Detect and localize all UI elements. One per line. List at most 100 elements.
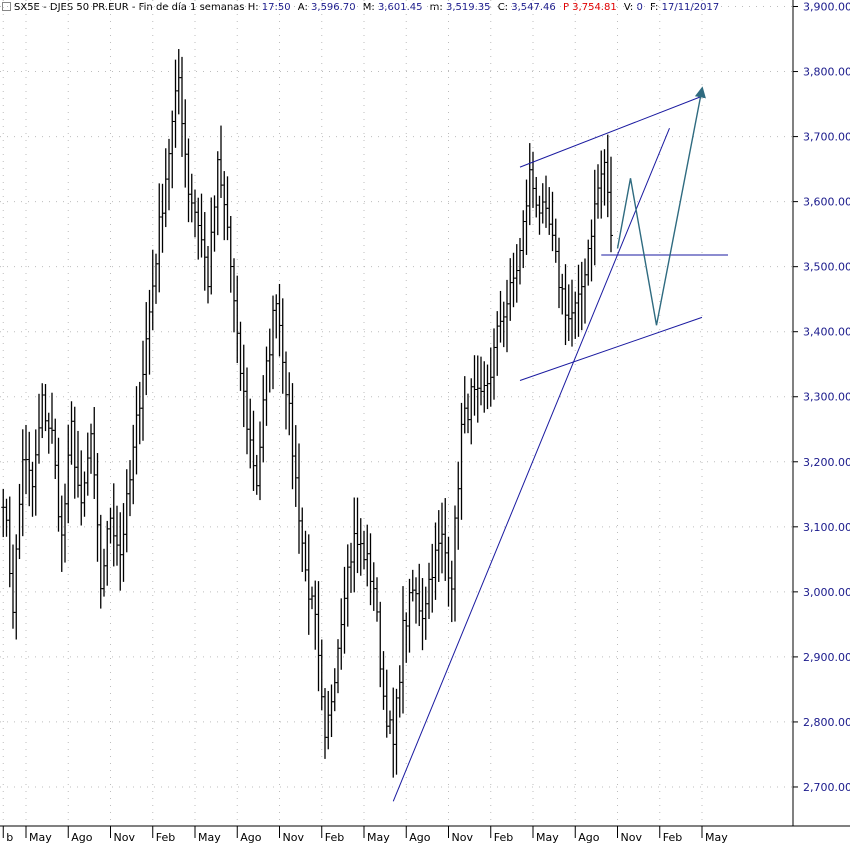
ohlc-bar [329,684,334,738]
ohlc-bar [209,197,214,295]
p-value: 3,754.81 [572,2,617,13]
ohlc-bar [443,498,448,581]
ohlc-bar [258,421,262,501]
ohlc-bar [544,175,548,228]
y-tick-label: 3,400.00 [803,326,850,339]
ohlc-bar [492,328,496,400]
ohlc-bar [222,171,227,241]
y-tick-label: 3,200.00 [803,456,850,469]
ohlc-bar [228,215,233,293]
ohlc-bar [189,173,194,223]
ohlc-bar [375,577,379,622]
ohlc-bar [300,507,305,572]
ohlc-bar [563,264,568,346]
ohlc-bar [37,393,41,464]
ohlc-bar [430,543,435,613]
ohlc-bar [505,279,509,353]
ohlc-bar [586,239,591,286]
ohlc-bar [176,49,181,115]
x-tick-label: Nov [452,831,474,844]
ohlc-bar [550,191,555,252]
ohlc-bar [349,542,353,593]
ohlc-bar [384,669,389,738]
ohlc-bar [323,688,327,759]
y-tick-label: 3,500.00 [803,261,850,274]
ohlc-bar [534,176,539,218]
ohlc-bar [469,378,474,445]
period: Fin de día 1 semanas [138,2,245,13]
ohlc-bar [241,344,246,428]
ohlc-bar [238,321,243,391]
ohlc-bar [76,430,80,498]
x-tick-label: May [367,831,390,844]
x-tick-label: Feb [156,831,175,844]
ohlc-bar [297,443,301,554]
ohlc-bar [173,59,178,148]
ohlc-bar [345,544,350,627]
ohlc-bar [456,461,461,550]
ohlc-bar [196,197,201,260]
h-label: H: [247,2,259,13]
ohlc-bar [147,289,152,375]
ohlc-bar [417,563,422,627]
ohlc-bar [89,423,93,474]
ohlc-bar [154,253,158,304]
f-value: 17/11/2017 [661,2,720,13]
f-label: F: [650,2,659,13]
ohlc-bar [212,195,217,252]
ohlc-bar [420,578,425,651]
ohlc-bar [124,469,129,553]
ohlc-bar [115,505,119,566]
ohlc-bar [436,510,441,582]
x-tick-label: Feb [494,831,513,844]
ohlc-bar [131,424,136,505]
ohlc-bar [167,138,171,211]
ohlc-bar [339,598,344,670]
ohlc-bar [128,460,132,517]
ohlc-bar [527,143,532,226]
x-tick-label: May [705,831,728,844]
ohlc-bar [137,381,142,445]
ohlc-bar [592,169,597,266]
price-bars [1,49,613,778]
ohlc-bar [274,294,279,339]
ohlc-bar [69,401,74,465]
ohlc-bar [85,432,90,496]
ohlc-bar [352,497,357,593]
ohlc-bar [498,290,503,343]
ohlc-bar [332,668,337,712]
y-tick-label: 3,600.00 [803,196,850,209]
ohlc-bar [508,258,513,321]
projection-path [616,86,706,326]
ohlc-bar [342,566,347,654]
x-tick-label: Ago [240,831,262,844]
ohlc-bar [121,503,126,582]
ohlc-bar [95,453,100,562]
checkbox-icon[interactable] [2,2,11,11]
ohlc-bar [50,392,54,444]
ohlc-bar [401,586,405,714]
y-tick-label: 3,800.00 [803,66,850,79]
ohlc-bar [63,483,67,563]
ohlc-bar [576,264,581,337]
ohlc-bar [219,125,223,198]
ohlc-bar [43,384,48,432]
ohlc-bar [358,518,363,576]
x-tick-label: Feb [663,831,682,844]
x-tick-label: Nov [114,831,136,844]
ohlc-bar [557,237,561,309]
ohlc-bar [449,560,454,623]
ohlc-bar [17,483,22,560]
ohlc-bar [284,351,288,430]
ohlc-bar [105,520,110,586]
ohlc-bar [280,298,285,394]
ohlc-bar [407,578,412,653]
ohlc-bar [605,134,610,218]
ohlc-bar [501,301,506,348]
ohlc-bar [394,688,399,775]
ohlc-bar [4,498,9,537]
ohlc-bar [404,612,409,663]
ohlc-bar [108,507,113,544]
ohlc-bar [433,522,438,600]
